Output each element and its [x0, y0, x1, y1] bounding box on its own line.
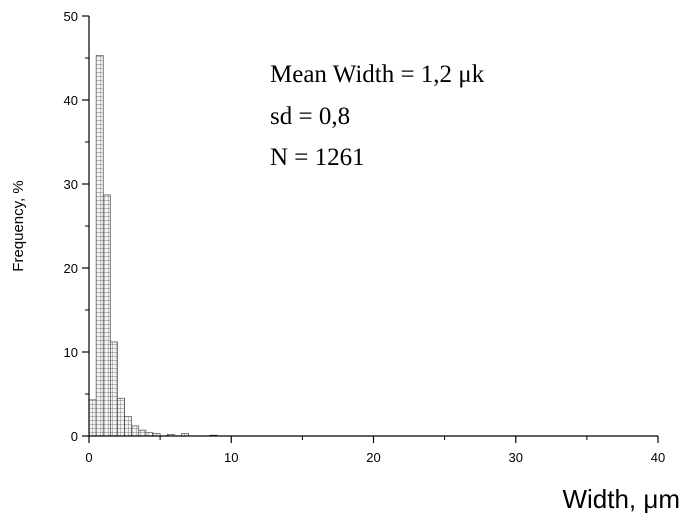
x-axis-title: Width, μm: [562, 484, 680, 514]
y-tick-label-2: 20: [64, 261, 78, 276]
x-tick-label-3: 30: [509, 450, 523, 465]
annotation-mean-width: Mean Width = 1,2 μk: [270, 61, 485, 88]
histogram-bar-6: [131, 425, 140, 437]
x-tick-label-2: 20: [366, 450, 380, 465]
y-axis-title: Frequency, %: [10, 180, 27, 271]
annotation-n: N = 1261: [270, 144, 365, 171]
x-axis-ticks: 0 10 20 30 40: [85, 436, 665, 465]
x-tick-label-1: 10: [224, 450, 238, 465]
histogram-bar-2: [102, 194, 111, 437]
y-tick-label-3: 30: [64, 177, 78, 192]
y-axis-ticks: 0 10 20 30 40 50: [64, 9, 89, 444]
annotation-sd: sd = 0,8: [270, 103, 350, 130]
histogram-bars: [88, 55, 218, 437]
histogram-bar-1: [95, 55, 104, 437]
x-tick-label-0: 0: [85, 450, 92, 465]
x-tick-label-4: 40: [651, 450, 665, 465]
y-tick-label-4: 40: [64, 93, 78, 108]
histogram-bar-7: [138, 429, 147, 437]
histogram-bar-4: [117, 397, 125, 437]
y-tick-label-0: 0: [71, 429, 78, 444]
y-tick-label-5: 50: [64, 9, 78, 24]
histogram-bar-5: [124, 416, 132, 437]
histogram-bar-3: [110, 341, 118, 437]
histogram-bar-0: [88, 399, 97, 437]
y-tick-label-1: 10: [64, 345, 78, 360]
